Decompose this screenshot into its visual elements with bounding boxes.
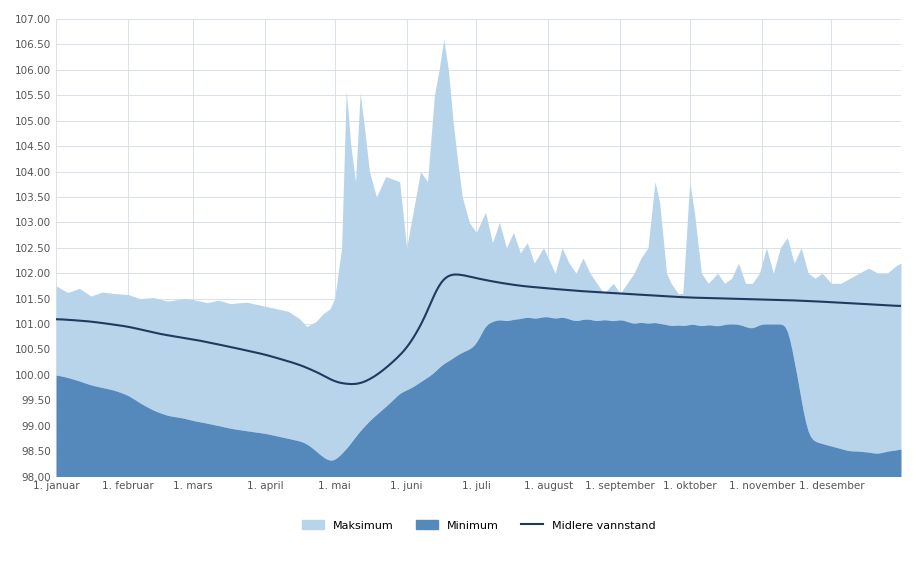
Legend: Maksimum, Minimum, Midlere vannstand: Maksimum, Minimum, Midlere vannstand [297,516,660,535]
